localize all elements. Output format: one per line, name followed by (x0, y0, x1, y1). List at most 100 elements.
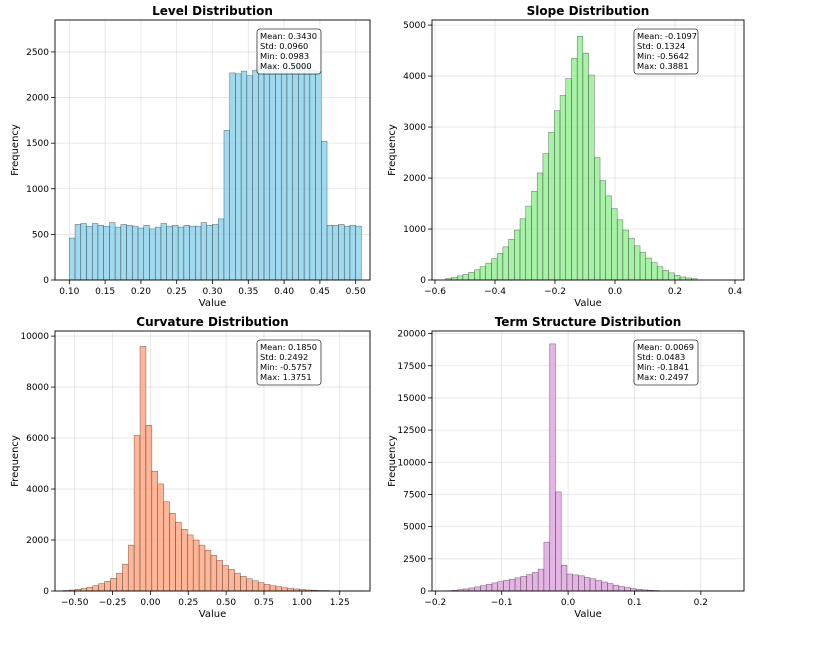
histogram-bar (589, 578, 597, 592)
histogram-bar (122, 563, 129, 592)
histogram-bar (280, 65, 288, 281)
histogram-bar (565, 78, 572, 281)
histogram-bar (491, 258, 498, 281)
x-tick-label: −0.1 (491, 598, 513, 608)
chart-panel-2: −0.6 −0.4 −0.2 0.0 0.2 0.4 0 1000 2000 3000 4000 50… (387, 4, 745, 309)
x-tick-label: 0.0 (561, 598, 576, 608)
histogram-bar (537, 568, 545, 592)
x-axis-label: Value (574, 298, 601, 309)
histogram-bar (612, 584, 620, 592)
histogram-bar (315, 70, 322, 281)
chart-title: Term Structure Distribution (495, 315, 682, 329)
stats-line: Min: -0.1841 (637, 362, 689, 372)
histogram-bar (187, 534, 194, 592)
histogram-bar (491, 582, 499, 592)
histogram-bar (634, 245, 641, 281)
x-tick-label: 0.10 (59, 287, 79, 297)
histogram-bar (246, 75, 253, 281)
histogram-bar (97, 225, 104, 281)
histogram-bar (132, 225, 139, 281)
x-tick-label: 0.20 (131, 287, 151, 297)
x-tick-label: 0.2 (668, 287, 682, 297)
histogram-bar (651, 262, 658, 281)
histogram-bar (143, 225, 150, 281)
histogram-bar (154, 226, 162, 281)
histogram-bar (496, 253, 504, 281)
histogram-bar (157, 483, 164, 592)
histogram-bar (607, 583, 614, 592)
histogram-bar (192, 539, 200, 592)
x-tick-label: −0.50 (61, 598, 89, 608)
histogram-bar (474, 586, 481, 592)
histogram-bar (662, 270, 669, 281)
stats-box (256, 339, 322, 386)
x-axis-label: Value (574, 609, 601, 620)
y-tick-label: 4000 (403, 72, 426, 82)
x-tick-label: 0.25 (178, 598, 198, 608)
histogram-bar (549, 343, 556, 592)
histogram-bar (109, 222, 116, 281)
x-tick-label: 0.30 (202, 287, 222, 297)
chart-title: Level Distribution (152, 4, 273, 18)
histogram-bar (269, 66, 276, 281)
histogram-bar (252, 580, 259, 592)
x-tick-label: −0.6 (424, 287, 446, 297)
y-tick-label: 1000 (403, 225, 426, 235)
y-tick-label: 7500 (403, 490, 426, 500)
histogram-bar (133, 435, 141, 592)
histogram-bar (525, 205, 532, 281)
histogram-bar (548, 131, 555, 281)
y-tick-label: 2000 (403, 174, 426, 184)
histogram-bar (189, 225, 196, 281)
histogram-bar (645, 257, 652, 281)
histogram-bar (252, 69, 259, 281)
histogram-bar (120, 224, 127, 281)
stats-line: Max: 1.3751 (260, 372, 312, 382)
histogram-bar (588, 74, 595, 281)
y-tick-label: 3000 (403, 123, 426, 133)
histogram-bar (206, 225, 213, 281)
histogram-bar (355, 225, 362, 281)
plot-frame (431, 330, 745, 592)
plot-frame (431, 19, 745, 281)
y-tick-label: 8000 (26, 383, 49, 393)
y-tick-label: 12500 (397, 426, 426, 436)
y-tick-label: 2500 (403, 555, 426, 565)
histogram-bar (257, 582, 265, 592)
histogram-bar (349, 225, 356, 281)
histogram-bar (263, 584, 271, 592)
y-axis-label: Frequency (10, 124, 21, 176)
histogram-bar (258, 65, 265, 281)
x-tick-label: 0.15 (95, 287, 115, 297)
histogram-bar (639, 252, 647, 281)
histogram-bar (616, 219, 624, 281)
histogram-bar (126, 225, 133, 281)
histogram-bar (343, 225, 351, 281)
histogram-bar (485, 262, 492, 281)
histogram-bar (326, 225, 334, 281)
histogram-bar (578, 575, 585, 592)
x-tick-label: 0.00 (140, 598, 160, 608)
histogram-bar (137, 227, 145, 281)
histogram-bar (572, 574, 579, 592)
histogram-bar (595, 580, 602, 592)
histogram-bar (543, 541, 550, 592)
histogram-bar (269, 585, 277, 592)
stats-line: Max: 0.5000 (260, 61, 312, 71)
y-tick-label: 10000 (20, 332, 49, 342)
y-tick-label: 5000 (403, 523, 426, 533)
histogram-bar (332, 225, 339, 281)
y-tick-label: 1000 (26, 185, 49, 195)
histogram-bar (468, 272, 475, 281)
histogram-bar (177, 226, 185, 281)
histogram-bar (485, 584, 493, 592)
histogram-bar (679, 276, 687, 281)
histogram-bar (338, 224, 345, 281)
histogram-bar (309, 69, 316, 281)
stats-box (633, 28, 699, 75)
histogram-bar (169, 513, 176, 592)
x-tick-label: −0.2 (544, 287, 566, 297)
histogram-bar (240, 70, 248, 281)
y-tick-label: 2000 (26, 536, 49, 546)
histogram-bar (160, 223, 167, 281)
